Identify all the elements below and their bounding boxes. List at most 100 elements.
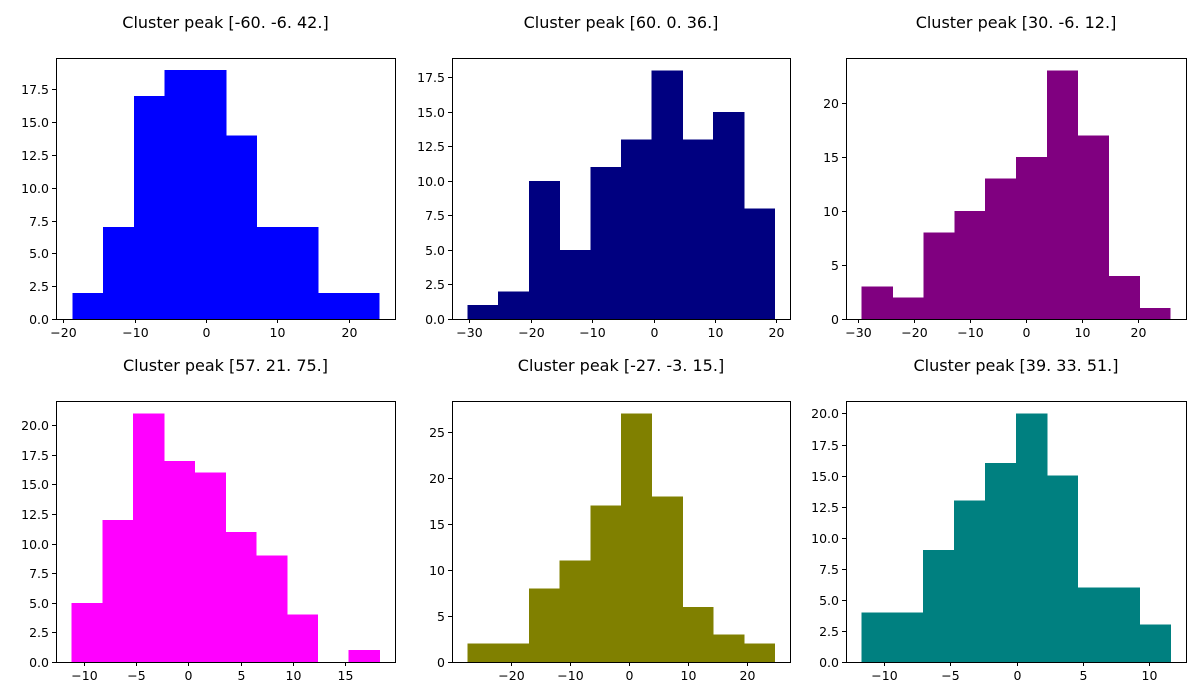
- histogram-bar: [1046, 70, 1079, 320]
- histogram-bar: [713, 111, 745, 319]
- x-tick-label: −10: [871, 668, 897, 683]
- y-tick-label: 0.0: [425, 312, 445, 327]
- histogram-panel: Cluster peak [57. 21. 75.] −10 −5 0 5 10 15 0.0…: [21, 356, 396, 683]
- x-tick-label: −10: [579, 325, 605, 340]
- histogram-bar: [348, 292, 380, 319]
- panel-title: Cluster peak [-60. -6. 42.]: [122, 13, 328, 32]
- y-tick-label: 10.0: [21, 181, 49, 196]
- histogram-bar: [467, 305, 499, 319]
- histogram-bar: [528, 588, 560, 662]
- y-tick-label: 17.5: [417, 70, 445, 85]
- x-tick-label: 0: [1014, 668, 1022, 683]
- histogram-bar: [256, 227, 288, 319]
- histogram-bar: [163, 460, 196, 662]
- histogram-bar: [1108, 587, 1141, 662]
- panel-title: Cluster peak [57. 21. 75.]: [123, 356, 328, 375]
- histogram-bar: [985, 463, 1017, 662]
- histogram-bar: [892, 612, 924, 662]
- y-tick-label: 7.5: [29, 566, 49, 581]
- histogram-bar: [72, 292, 104, 319]
- histogram-bar: [985, 178, 1017, 319]
- y-tick-label: 10.0: [21, 537, 49, 552]
- x-tick-label: 20: [1131, 325, 1147, 340]
- histogram-bar: [743, 643, 776, 662]
- y-tick-label: 7.5: [29, 214, 49, 229]
- plot-frame: [56, 401, 396, 663]
- y-tick-label: 0.0: [29, 312, 49, 327]
- y-tick-label: 5.0: [29, 596, 49, 611]
- y-tick-label: 15.0: [811, 469, 839, 484]
- y-tick-label: 0.0: [29, 655, 49, 670]
- x-tick-label: −10: [71, 668, 97, 683]
- panel-title: Cluster peak [30. -6. 12.]: [916, 13, 1117, 32]
- histogram-bar: [713, 634, 745, 662]
- histogram-bar: [861, 612, 893, 662]
- histogram-bar: [498, 643, 530, 662]
- x-tick-label: −20: [901, 325, 927, 340]
- histogram-bar: [348, 650, 380, 662]
- x-tick-label: 10: [286, 668, 302, 683]
- y-tick-label: 20: [823, 96, 839, 111]
- y-tick-label: 20.0: [811, 406, 839, 421]
- y-tick-label: 10.0: [417, 174, 445, 189]
- histogram-bar: [1077, 135, 1109, 319]
- x-tick-label: 20: [342, 325, 358, 340]
- histogram-bar: [743, 208, 776, 319]
- x-tick-label: 0: [185, 668, 193, 683]
- y-tick-label: 10: [429, 563, 445, 578]
- histogram-bar: [287, 614, 319, 662]
- panel-title: Cluster peak [60. 0. 36.]: [524, 13, 719, 32]
- histogram-bar: [954, 210, 986, 319]
- x-tick-label: −5: [127, 668, 145, 683]
- panel-title: Cluster peak [39. 33. 51.]: [913, 356, 1118, 375]
- histogram-panel: Cluster peak [-60. -6. 42.] −20 −10 0 10 20 0.…: [21, 13, 396, 340]
- x-tick-label: 0: [1023, 325, 1031, 340]
- y-tick-label: 15.0: [21, 115, 49, 130]
- y-tick-label: 0: [831, 312, 839, 327]
- histogram-bar: [133, 96, 165, 319]
- x-tick-label: 10: [708, 325, 724, 340]
- y-tick-label: 7.5: [819, 562, 839, 577]
- plot-frame: [846, 401, 1187, 663]
- histogram-bar: [256, 555, 288, 662]
- histogram-bar: [1139, 624, 1171, 662]
- histogram-bar: [1046, 475, 1079, 662]
- histogram-bar: [682, 139, 714, 319]
- y-tick-label: 17.5: [811, 438, 839, 453]
- plot-frame: [452, 401, 791, 663]
- y-tick-label: 2.5: [819, 624, 839, 639]
- histogram-bar: [621, 139, 653, 319]
- y-tick-label: 15.0: [21, 477, 49, 492]
- x-tick-label: 0: [651, 325, 659, 340]
- histogram-bar: [103, 227, 135, 319]
- histogram-bar: [194, 472, 226, 662]
- y-tick-label: 12.5: [21, 507, 49, 522]
- x-tick-label: −30: [845, 325, 871, 340]
- x-tick-label: 20: [769, 325, 785, 340]
- x-tick-label: −10: [122, 325, 148, 340]
- x-tick-label: 5: [1080, 668, 1088, 683]
- y-tick-label: 25: [429, 425, 445, 440]
- histogram-bar: [892, 297, 924, 319]
- histogram-bar: [954, 500, 986, 662]
- x-tick-label: −20: [498, 668, 524, 683]
- histogram-panel: Cluster peak [39. 33. 51.] −10 −5 0 5 10 0.0 2.…: [811, 356, 1187, 683]
- histogram-bar: [164, 69, 196, 319]
- histogram-bar: [133, 413, 165, 662]
- y-tick-label: 12.5: [811, 500, 839, 515]
- y-tick-label: 15: [429, 517, 445, 532]
- histogram-panel: Cluster peak [30. -6. 12.] −30 −20 −10 0 10 20…: [823, 13, 1187, 340]
- histogram-bar: [590, 505, 622, 662]
- y-tick-label: 15.0: [417, 105, 445, 120]
- plot-frame: [56, 58, 396, 320]
- x-tick-label: −5: [941, 668, 959, 683]
- histogram-bar: [1016, 413, 1048, 662]
- histogram-bar: [651, 496, 683, 662]
- histogram-panel: Cluster peak [60. 0. 36.] −30 −20 −10 0 10 20 0…: [417, 13, 791, 340]
- histogram-panel: Cluster peak [-27. -3. 15.] −20 −10 0 10 20 0 5…: [429, 356, 791, 683]
- x-tick-label: −10: [557, 668, 583, 683]
- y-tick-label: 17.5: [21, 82, 49, 97]
- x-tick-label: 20: [740, 668, 756, 683]
- y-tick-label: 17.5: [21, 448, 49, 463]
